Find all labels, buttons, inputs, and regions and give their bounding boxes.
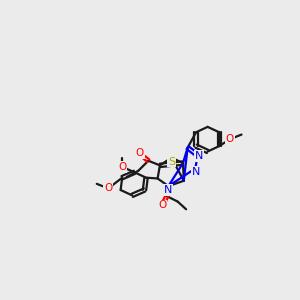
Text: O: O — [136, 148, 144, 158]
Text: N: N — [192, 167, 200, 177]
Text: O: O — [158, 200, 166, 210]
Text: O: O — [226, 134, 234, 144]
Text: S: S — [168, 157, 175, 166]
Text: N: N — [195, 151, 203, 161]
Text: N: N — [164, 185, 172, 195]
Text: O: O — [104, 183, 112, 193]
Text: O: O — [118, 162, 126, 172]
